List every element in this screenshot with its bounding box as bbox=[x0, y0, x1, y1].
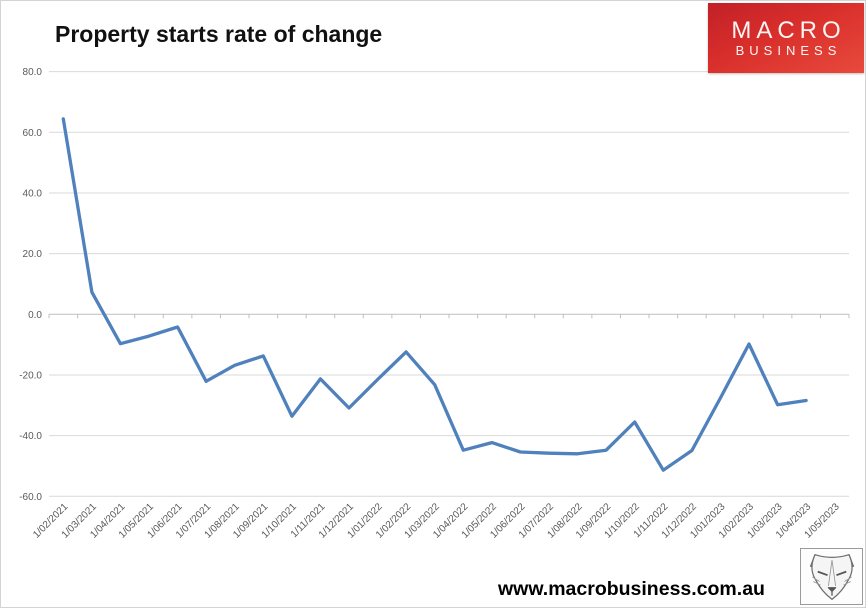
fox-sketch-image bbox=[800, 548, 863, 605]
y-tick-label: 80.0 bbox=[23, 67, 43, 78]
logo-text-macro: MACRO bbox=[731, 16, 846, 44]
watermark-url: www.macrobusiness.com.au bbox=[498, 578, 765, 600]
logo-text-business: BUSINESS bbox=[735, 42, 842, 58]
macrobusiness-logo: MACRO BUSINESS bbox=[708, 3, 864, 73]
series-line bbox=[61, 117, 808, 472]
y-tick-label: 60.0 bbox=[23, 128, 43, 139]
chart-title: Property starts rate of change bbox=[55, 21, 383, 47]
y-tick-label: 40.0 bbox=[23, 188, 43, 199]
y-tick-label: -60.0 bbox=[19, 492, 42, 503]
fox-icon bbox=[809, 553, 854, 600]
y-tick-label: 0.0 bbox=[28, 310, 42, 321]
y-tick-label: 20.0 bbox=[23, 249, 43, 260]
y-tick-label: -20.0 bbox=[19, 370, 42, 381]
y-tick-label: -40.0 bbox=[19, 431, 42, 442]
